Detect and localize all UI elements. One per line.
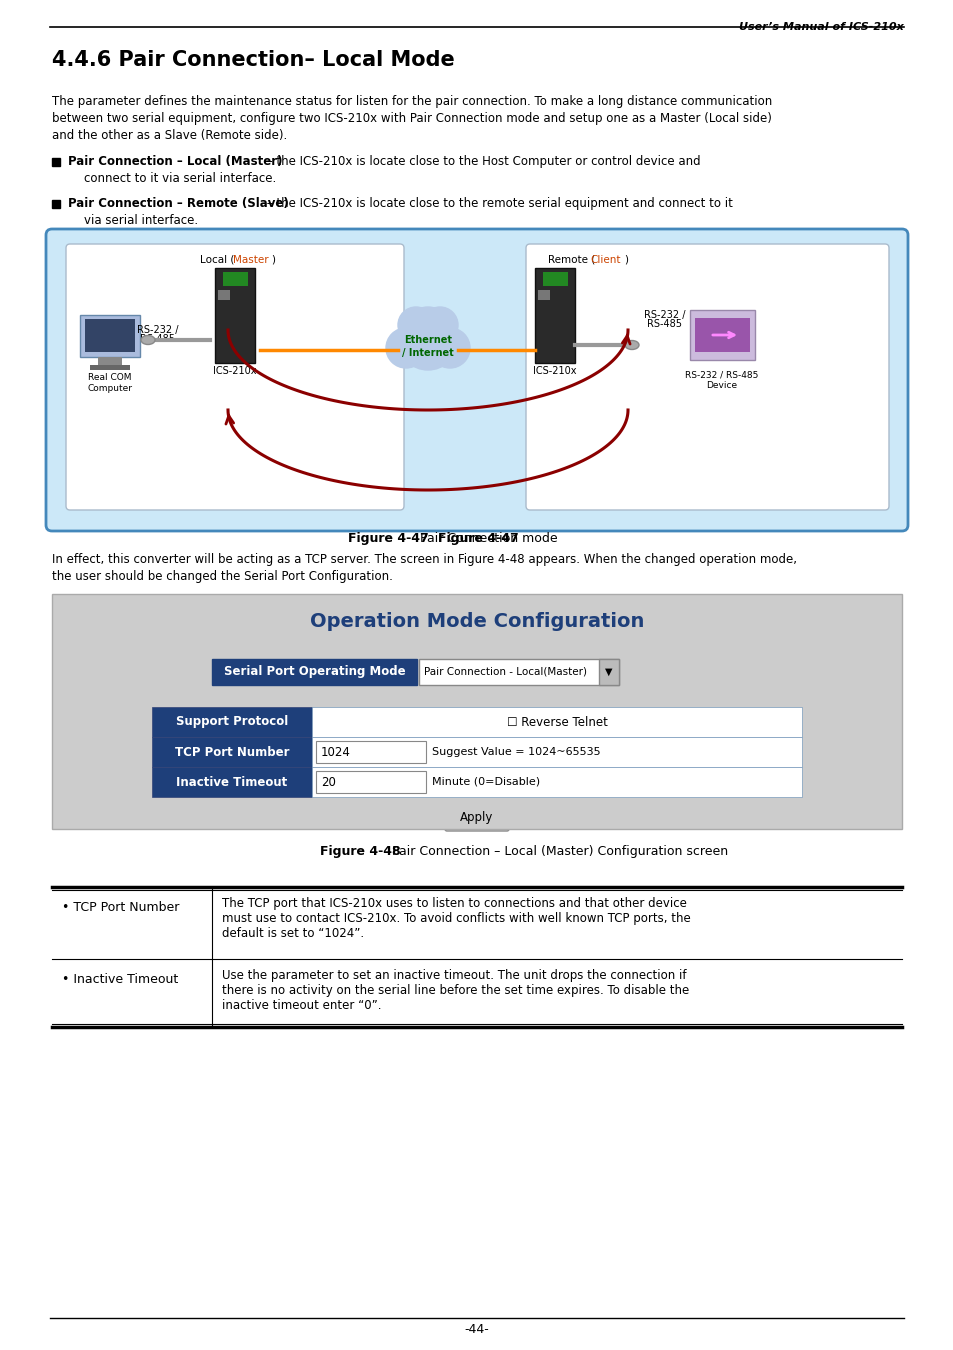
Text: and the other as a Slave (Remote side).: and the other as a Slave (Remote side). <box>52 130 287 142</box>
Bar <box>312 707 801 737</box>
Text: Pair Connection mode: Pair Connection mode <box>416 532 558 545</box>
Text: Local (: Local ( <box>200 255 234 265</box>
Text: Serial Port Operating Mode: Serial Port Operating Mode <box>223 666 405 679</box>
Bar <box>52 158 60 166</box>
Text: via serial interface.: via serial interface. <box>84 215 198 227</box>
Text: there is no activity on the serial line before the set time expires. To disable : there is no activity on the serial line … <box>222 984 688 998</box>
Text: Device: Device <box>706 381 737 390</box>
Text: Pair Connection – Remote (Slave): Pair Connection – Remote (Slave) <box>68 197 289 211</box>
Text: Pair Connection - Local(Master): Pair Connection - Local(Master) <box>423 667 586 676</box>
Text: ): ) <box>623 255 627 265</box>
Text: ICS-210x: ICS-210x <box>213 366 256 377</box>
Text: Master: Master <box>233 255 269 265</box>
Text: must use to contact ICS-210x. To avoid conflicts with well known TCP ports, the: must use to contact ICS-210x. To avoid c… <box>222 913 690 925</box>
Bar <box>52 594 901 829</box>
Bar <box>418 659 618 684</box>
FancyBboxPatch shape <box>66 244 403 510</box>
Text: TCP Port Number: TCP Port Number <box>174 745 289 759</box>
Bar <box>85 319 135 352</box>
Bar <box>535 269 575 363</box>
Text: The parameter defines the maintenance status for listen for the pair connection.: The parameter defines the maintenance st… <box>52 95 771 108</box>
Text: In effect, this converter will be acting as a TCP server. The screen in Figure 4: In effect, this converter will be acting… <box>52 554 796 566</box>
Bar <box>80 315 140 356</box>
Text: Real COM: Real COM <box>89 373 132 382</box>
Bar <box>312 767 801 796</box>
Circle shape <box>397 310 457 370</box>
FancyBboxPatch shape <box>525 244 888 510</box>
Text: ☐ Reverse Telnet: ☐ Reverse Telnet <box>506 716 607 729</box>
Text: Use the parameter to set an inactive timeout. The unit drops the connection if: Use the parameter to set an inactive tim… <box>222 969 686 981</box>
Text: Computer: Computer <box>88 383 132 393</box>
Circle shape <box>397 306 434 343</box>
Text: Suggest Value = 1024~65535: Suggest Value = 1024~65535 <box>432 747 600 757</box>
Bar <box>689 310 754 360</box>
Bar <box>218 290 230 300</box>
Bar <box>315 771 426 792</box>
Text: Figure 4-47: Figure 4-47 <box>437 532 517 545</box>
Bar <box>223 271 248 286</box>
Text: Remote (: Remote ( <box>547 255 595 265</box>
Text: Pair Connection – Local (Master) Configuration screen: Pair Connection – Local (Master) Configu… <box>388 845 727 859</box>
FancyBboxPatch shape <box>444 805 509 832</box>
Text: – the ICS-210x is locate close to the remote serial equipment and connect to it: – the ICS-210x is locate close to the re… <box>263 197 732 211</box>
Text: / Internet: / Internet <box>402 348 454 358</box>
Text: RS-232 /: RS-232 / <box>137 325 178 335</box>
Text: ): ) <box>271 255 274 265</box>
Text: User’s Manual of ICS-210x: User’s Manual of ICS-210x <box>739 22 903 32</box>
Text: Ethernet: Ethernet <box>403 335 452 346</box>
Text: Minute (0=Disable): Minute (0=Disable) <box>432 778 539 787</box>
Bar <box>315 741 426 763</box>
Text: RS-485: RS-485 <box>140 333 175 344</box>
Bar <box>695 319 749 352</box>
Bar <box>98 356 122 365</box>
Text: RS-485: RS-485 <box>647 319 681 329</box>
Bar <box>152 737 312 767</box>
Bar <box>212 659 416 684</box>
Text: – the ICS-210x is locate close to the Host Computer or control device and: – the ICS-210x is locate close to the Ho… <box>263 155 700 167</box>
Ellipse shape <box>624 340 639 350</box>
Bar <box>152 767 312 796</box>
Bar <box>52 200 60 208</box>
Circle shape <box>430 328 470 369</box>
Text: connect to it via serial interface.: connect to it via serial interface. <box>84 171 276 185</box>
Text: Apply: Apply <box>460 811 493 825</box>
Bar <box>312 737 801 767</box>
Text: Inactive Timeout: Inactive Timeout <box>176 775 287 788</box>
FancyBboxPatch shape <box>46 230 907 531</box>
Text: 1024: 1024 <box>320 745 351 759</box>
Text: the user should be changed the Serial Port Configuration.: the user should be changed the Serial Po… <box>52 570 393 583</box>
Text: default is set to “1024”.: default is set to “1024”. <box>222 927 364 940</box>
Text: Pair Connection – Local (Master): Pair Connection – Local (Master) <box>68 155 282 167</box>
Bar <box>542 271 567 286</box>
Text: -44-: -44- <box>464 1323 489 1336</box>
Bar <box>152 707 312 737</box>
Text: Figure 4-47: Figure 4-47 <box>348 532 428 545</box>
Text: ▼: ▼ <box>604 667 612 676</box>
Circle shape <box>421 306 457 343</box>
Text: Support Protocol: Support Protocol <box>175 716 288 729</box>
Bar <box>537 290 550 300</box>
Bar <box>90 364 130 370</box>
Ellipse shape <box>141 336 154 344</box>
Text: RS-232 /: RS-232 / <box>643 310 685 320</box>
Bar <box>214 269 254 363</box>
Text: 4.4.6 Pair Connection– Local Mode: 4.4.6 Pair Connection– Local Mode <box>52 50 455 70</box>
Text: Figure 4-48: Figure 4-48 <box>319 845 400 859</box>
Text: Operation Mode Configuration: Operation Mode Configuration <box>310 612 643 630</box>
Bar <box>598 659 618 684</box>
Text: Client: Client <box>589 255 619 265</box>
Text: • TCP Port Number: • TCP Port Number <box>62 900 179 914</box>
Circle shape <box>402 306 453 356</box>
Text: between two serial equipment, configure two ICS-210x with Pair Connection mode a: between two serial equipment, configure … <box>52 112 771 126</box>
Text: inactive timeout enter “0”.: inactive timeout enter “0”. <box>222 999 381 1012</box>
Text: • Inactive Timeout: • Inactive Timeout <box>62 973 178 985</box>
Text: ICS-210x: ICS-210x <box>533 366 577 377</box>
Text: RS-232 / RS-485: RS-232 / RS-485 <box>684 370 758 379</box>
Circle shape <box>386 328 426 369</box>
Text: The TCP port that ICS-210x uses to listen to connections and that other device: The TCP port that ICS-210x uses to liste… <box>222 896 686 910</box>
Text: 20: 20 <box>320 775 335 788</box>
